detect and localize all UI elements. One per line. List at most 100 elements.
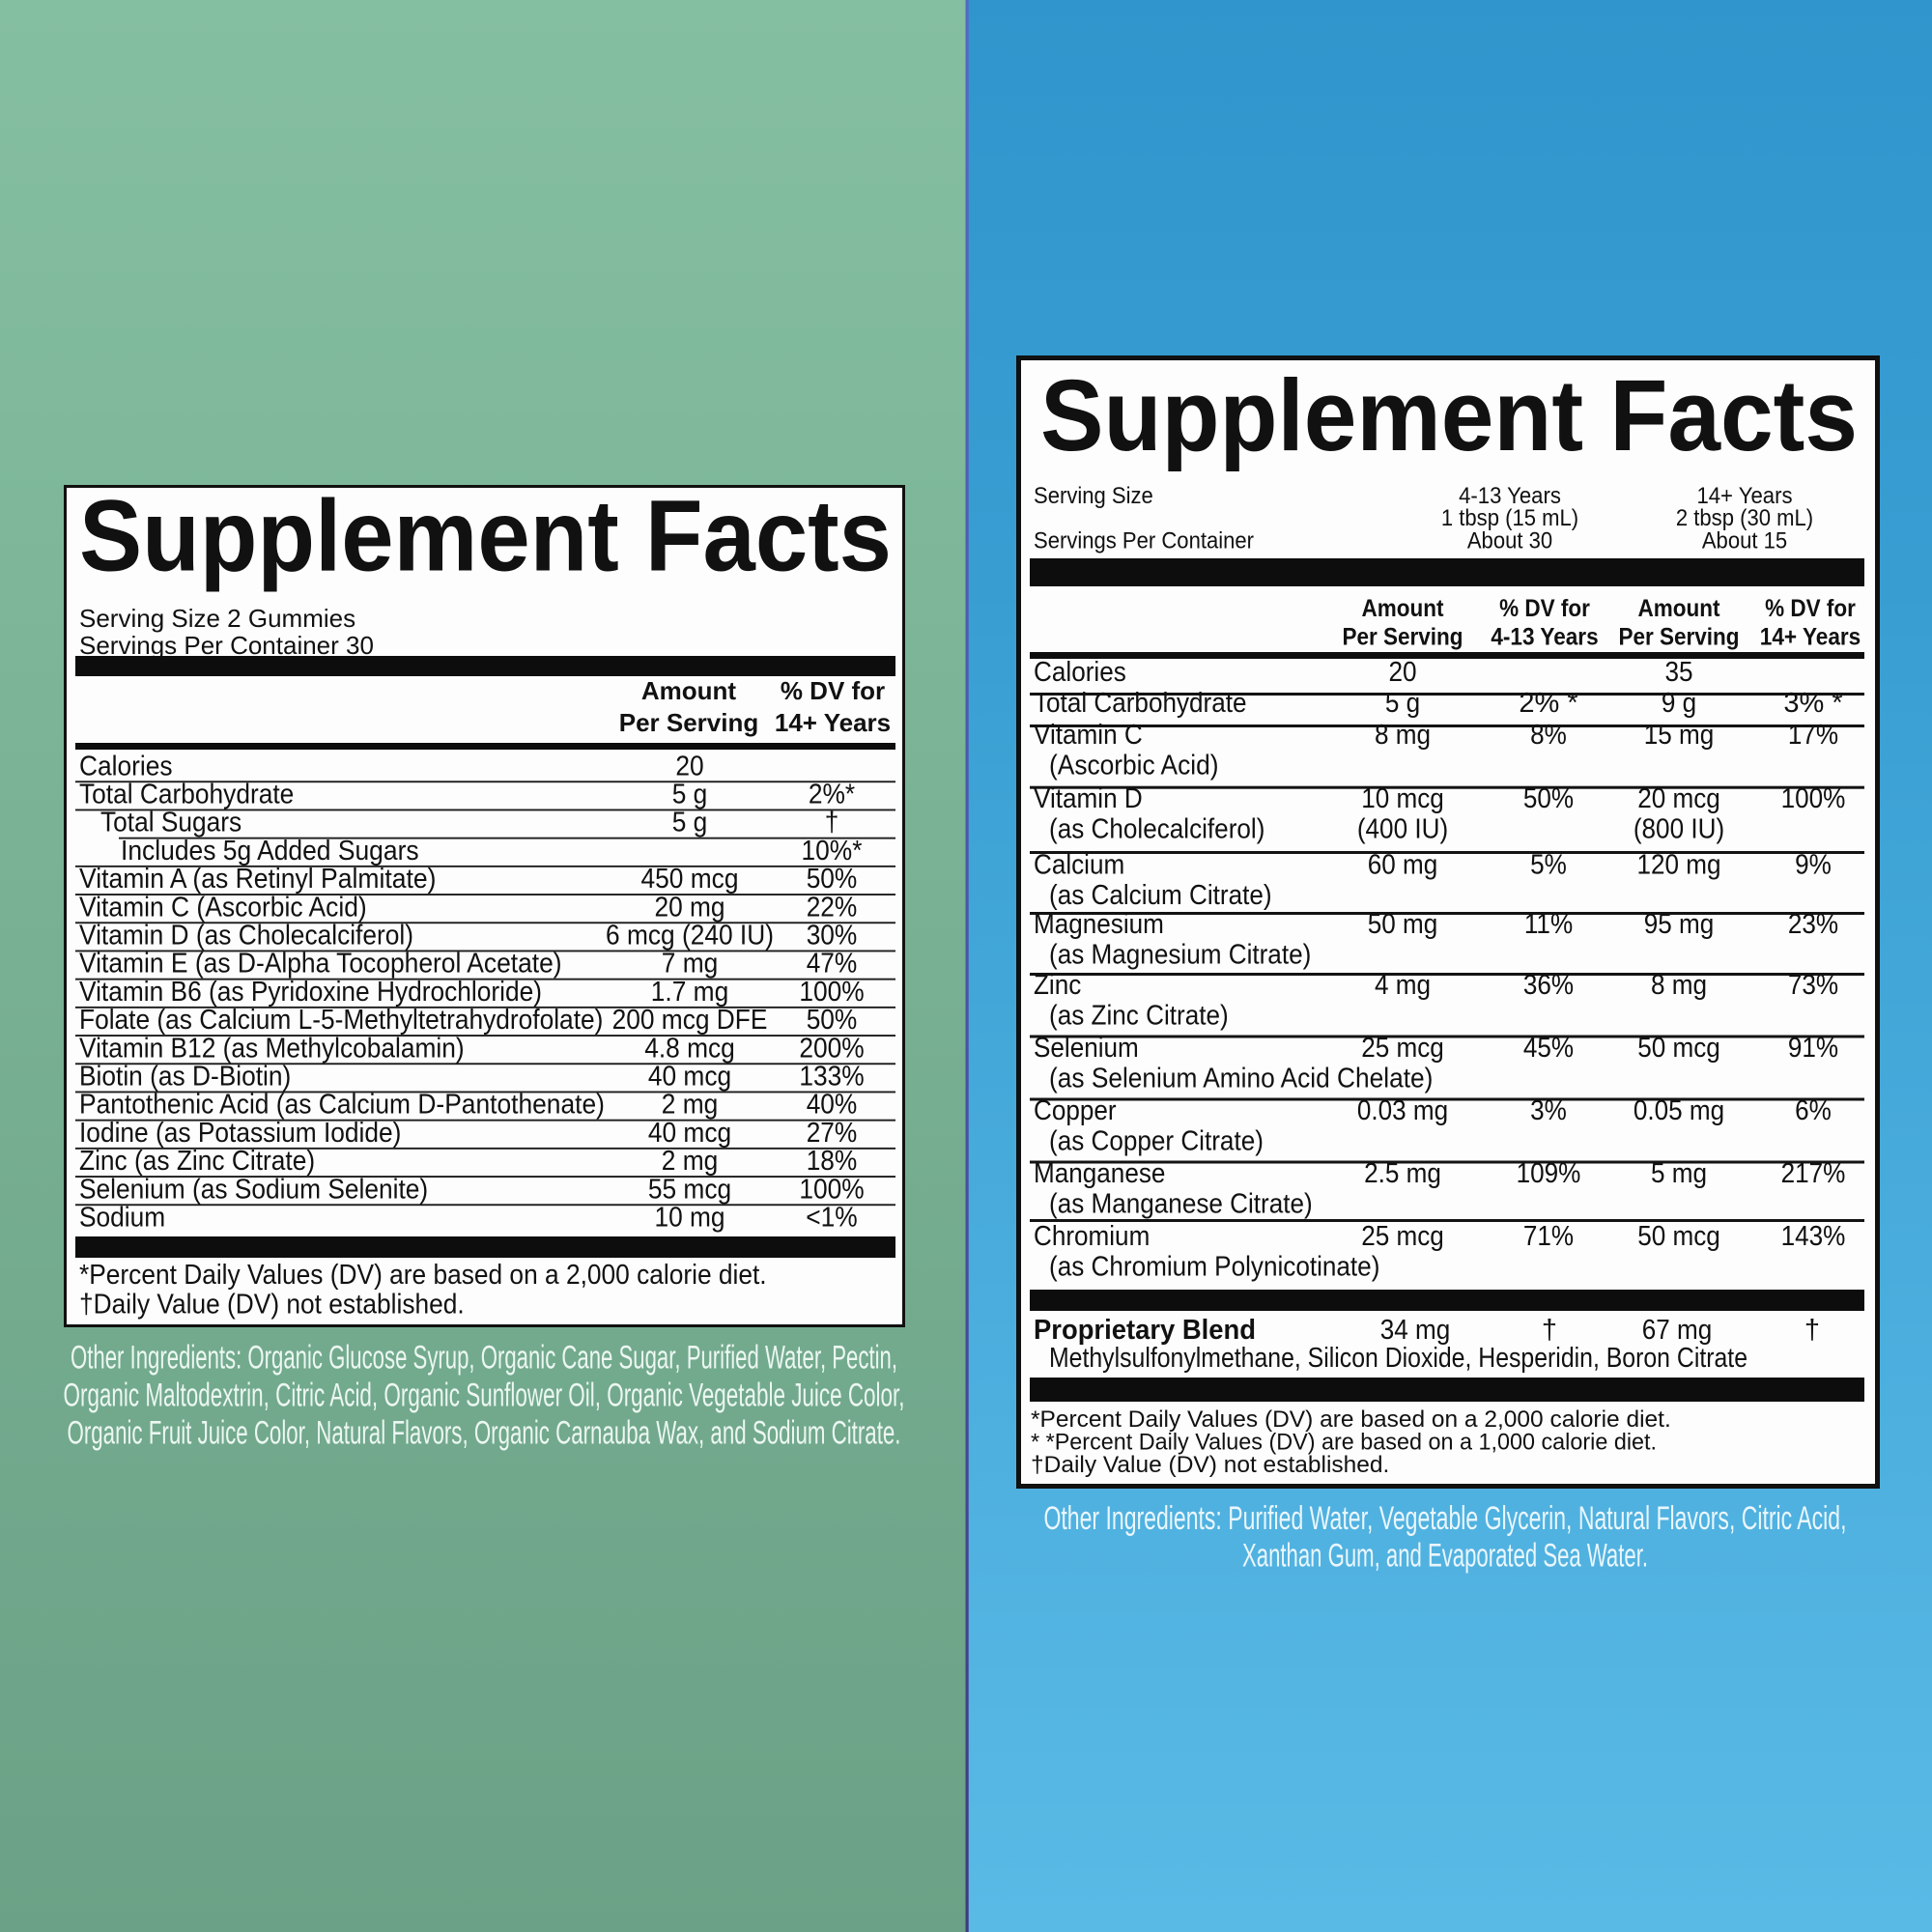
svg-text:17%: 17% (1788, 720, 1838, 751)
svg-text:2%*: 2%* (809, 780, 855, 810)
svg-text:5 g: 5 g (672, 780, 708, 810)
svg-text:20: 20 (1388, 657, 1416, 688)
svg-text:22%: 22% (807, 892, 858, 923)
svg-text:Calories: Calories (79, 751, 173, 781)
svg-text:(as Chromium Polynicotinate): (as Chromium Polynicotinate) (1049, 1251, 1379, 1282)
svg-text:71%: 71% (1523, 1221, 1574, 1252)
svg-text:*Percent Daily Values (DV) are: *Percent Daily Values (DV) are based on … (1031, 1406, 1671, 1433)
svg-text:% DV for: % DV for (781, 676, 885, 705)
svg-text:Chromium: Chromium (1034, 1221, 1150, 1252)
svg-text:Xanthan Gum, and Evaporated Se: Xanthan Gum, and Evaporated Sea Water. (1242, 1538, 1648, 1575)
svg-text:(Ascorbic Acid): (Ascorbic Acid) (1049, 750, 1219, 781)
svg-text:(400 IU): (400 IU) (1357, 813, 1448, 844)
svg-text:Selenium: Selenium (1034, 1033, 1139, 1064)
svg-text:Vitamin E (as D-Alpha Tocopher: Vitamin E (as D-Alpha Tocopherol Acetate… (79, 949, 562, 980)
svg-text:9 g: 9 g (1662, 688, 1696, 719)
svg-text:Folate (as Calcium L-5-Methylt: Folate (as Calcium L-5-Methyltetrahydrof… (79, 1005, 603, 1036)
svg-text:20 mg: 20 mg (654, 892, 724, 923)
svg-text:5 g: 5 g (672, 808, 708, 838)
svg-text:3% *: 3% * (1783, 688, 1842, 719)
svg-text:†Daily Value (DV) not establis: †Daily Value (DV) not established. (79, 1290, 465, 1321)
svg-text:1 tbsp (15 mL): 1 tbsp (15 mL) (1441, 505, 1578, 531)
svg-text:143%: 143% (1781, 1221, 1846, 1252)
svg-text:60 mg: 60 mg (1368, 850, 1438, 881)
svg-text:20: 20 (675, 751, 703, 781)
svg-text:40 mcg: 40 mcg (648, 1118, 731, 1149)
svg-text:11%: 11% (1524, 909, 1573, 940)
svg-text:9%: 9% (1795, 850, 1832, 881)
svg-text:Zinc: Zinc (1034, 970, 1081, 1001)
svg-text:Servings Per Container 30: Servings Per Container 30 (79, 631, 374, 660)
svg-text:217%: 217% (1781, 1158, 1846, 1189)
svg-text:8%: 8% (1530, 720, 1567, 751)
svg-text:Supplement Facts: Supplement Facts (79, 480, 892, 593)
svg-text:25 mcg: 25 mcg (1361, 1221, 1444, 1252)
svg-text:Vitamin C (Ascorbic Acid): Vitamin C (Ascorbic Acid) (79, 892, 367, 923)
svg-text:About 15: About 15 (1702, 528, 1787, 554)
svg-text:10 mcg: 10 mcg (1361, 783, 1444, 814)
svg-text:Other Ingredients: Purified Wa: Other Ingredients: Purified Water, Veget… (1044, 1500, 1847, 1537)
svg-text:Calcium: Calcium (1034, 850, 1124, 881)
svg-text:5 mg: 5 mg (1651, 1158, 1707, 1189)
svg-text:14+ Years: 14+ Years (1760, 624, 1861, 651)
svg-text:Includes 5g Added Sugars: Includes 5g Added Sugars (121, 836, 419, 867)
svg-text:27%: 27% (807, 1118, 858, 1149)
svg-text:109%: 109% (1517, 1158, 1581, 1189)
svg-text:45%: 45% (1523, 1033, 1574, 1064)
svg-text:Per Serving: Per Serving (1342, 624, 1463, 651)
svg-text:133%: 133% (799, 1062, 864, 1093)
svg-text:Iodine (as Potassium Iodide): Iodine (as Potassium Iodide) (79, 1118, 401, 1149)
svg-text:2.5 mg: 2.5 mg (1364, 1158, 1441, 1189)
svg-text:Manganese: Manganese (1034, 1158, 1165, 1189)
svg-text:* *Percent Daily Values (DV) a: * *Percent Daily Values (DV) are based o… (1031, 1430, 1657, 1456)
svg-text:5%: 5% (1530, 850, 1567, 881)
svg-text:50%: 50% (807, 1005, 858, 1036)
svg-text:20 mcg: 20 mcg (1637, 783, 1720, 814)
svg-text:(800 IU): (800 IU) (1634, 813, 1724, 844)
svg-text:(as Zinc Citrate): (as Zinc Citrate) (1049, 1000, 1229, 1031)
svg-text:Vitamin B6 (as Pyridoxine Hydr: Vitamin B6 (as Pyridoxine Hydrochloride) (79, 977, 542, 1008)
svg-text:Serving Size 2 Gummies: Serving Size 2 Gummies (79, 604, 355, 633)
svg-text:Magnesium: Magnesium (1034, 909, 1164, 940)
svg-text:6%: 6% (1795, 1095, 1832, 1126)
svg-text:Calories: Calories (1034, 657, 1126, 688)
svg-text:67 mg: 67 mg (1642, 1315, 1713, 1346)
svg-text:50%: 50% (807, 864, 858, 895)
svg-text:Serving Size: Serving Size (1034, 483, 1153, 509)
svg-text:15 mg: 15 mg (1644, 720, 1715, 751)
svg-text:Vitamin D: Vitamin D (1034, 783, 1143, 814)
svg-text:†: † (825, 808, 839, 838)
svg-text:200 mcg DFE: 200 mcg DFE (612, 1005, 768, 1036)
svg-text:Supplement Facts: Supplement Facts (1040, 359, 1858, 472)
svg-text:Per Serving: Per Serving (619, 708, 759, 737)
svg-text:Organic Fruit Juice Color, Nat: Organic Fruit Juice Color, Natural Flavo… (68, 1414, 901, 1451)
svg-text:23%: 23% (1788, 909, 1838, 940)
svg-text:8 mg: 8 mg (1375, 720, 1431, 751)
svg-text:34 mg: 34 mg (1380, 1315, 1451, 1346)
svg-text:4 mg: 4 mg (1375, 970, 1431, 1001)
svg-text:Servings Per Container: Servings Per Container (1034, 528, 1254, 554)
svg-text:(as Calcium Citrate): (as Calcium Citrate) (1049, 880, 1272, 911)
svg-text:Total Carbohydrate: Total Carbohydrate (79, 780, 294, 810)
svg-text:30%: 30% (807, 921, 858, 952)
svg-text:5 g: 5 g (1385, 688, 1420, 719)
svg-text:4.8 mcg: 4.8 mcg (644, 1033, 735, 1064)
svg-text:Vitamin C: Vitamin C (1034, 720, 1143, 751)
svg-text:<1%: <1% (806, 1203, 857, 1234)
svg-text:200%: 200% (799, 1033, 864, 1064)
svg-text:95 mg: 95 mg (1644, 909, 1715, 940)
svg-text:91%: 91% (1788, 1033, 1838, 1064)
svg-text:50%: 50% (1523, 783, 1574, 814)
svg-text:†: † (1804, 1315, 1820, 1346)
svg-text:120 mg: 120 mg (1637, 850, 1721, 881)
svg-text:Selenium (as Sodium Selenite): Selenium (as Sodium Selenite) (79, 1174, 428, 1205)
svg-text:(as Manganese Citrate): (as Manganese Citrate) (1049, 1188, 1313, 1219)
svg-text:Biotin (as D-Biotin): Biotin (as D-Biotin) (79, 1062, 291, 1093)
svg-text:Total Carbohydrate: Total Carbohydrate (1034, 688, 1247, 719)
svg-text:50 mcg: 50 mcg (1637, 1221, 1720, 1252)
svg-text:35: 35 (1664, 657, 1692, 688)
svg-text:About 30: About 30 (1467, 528, 1552, 554)
svg-text:(as Cholecalciferol): (as Cholecalciferol) (1049, 813, 1264, 844)
svg-text:Vitamin B12 (as Methylcobalami: Vitamin B12 (as Methylcobalamin) (79, 1033, 465, 1064)
svg-text:Copper: Copper (1034, 1095, 1117, 1126)
